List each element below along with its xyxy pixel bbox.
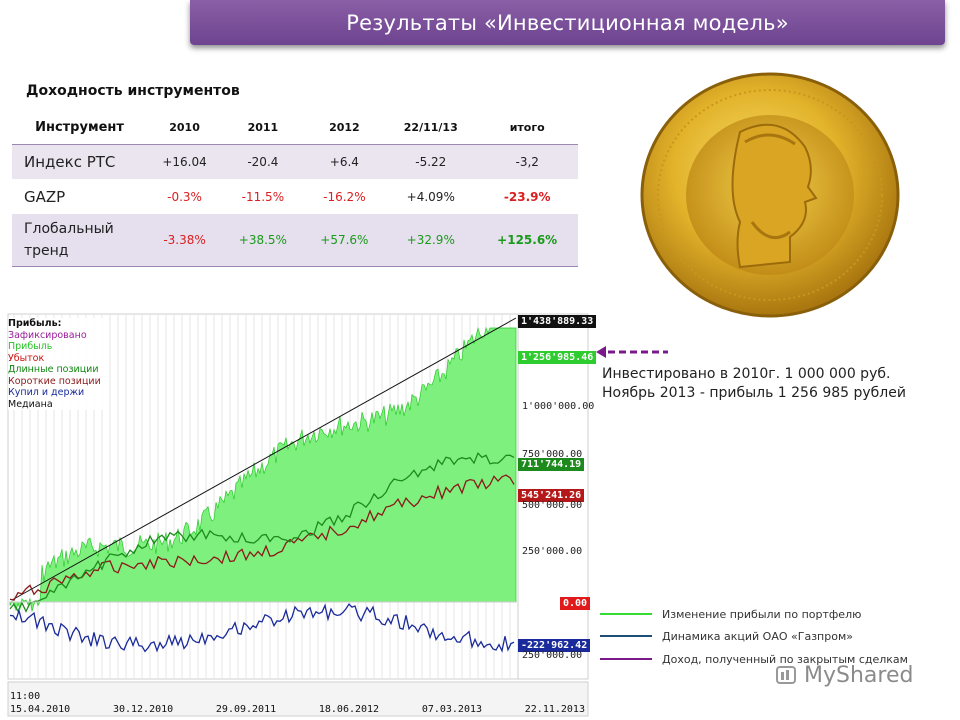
- short-positions-line: [9, 474, 515, 601]
- legend-item-short: Короткие позиции: [8, 375, 101, 387]
- price-tag-buyhold: -222'962.42: [518, 639, 591, 652]
- x-date: 30.12.2010: [112, 704, 174, 715]
- legend-header: Прибыль:: [8, 318, 62, 329]
- axis-label: 250'000.00: [522, 650, 583, 661]
- x-date: 29.09.2011: [215, 704, 277, 715]
- table-cell: -3,2: [515, 154, 539, 169]
- legend-item-loss: Убыток: [8, 352, 45, 364]
- x-date: 22.11.2013: [524, 704, 585, 715]
- legend-line: [600, 613, 652, 615]
- legend-line: [600, 658, 652, 660]
- column-header: 2010: [147, 111, 223, 145]
- table-cell: +125.6%: [476, 214, 578, 267]
- table-cell: +57.6%: [303, 214, 386, 267]
- column-header: Инструмент: [12, 111, 147, 145]
- table-header-row: Инструмент 2010 2011 2012 22/11/13 итого: [12, 111, 578, 145]
- legend-item-profit: Прибыль: [8, 341, 53, 352]
- legend-item-buyhold: Купил и держи: [8, 387, 85, 398]
- axis-label: 500'000.00: [522, 500, 583, 511]
- x-date: 07.03.2013: [421, 704, 483, 715]
- column-header: итого: [476, 111, 578, 145]
- x-date: 18.06.2012: [318, 704, 380, 715]
- legend-item-fixed: Зафиксировано: [8, 329, 87, 341]
- table-cell: -11.5%: [241, 189, 285, 204]
- table-title: Доходность инструментов: [26, 83, 240, 99]
- table-cell: +32.9%: [385, 214, 477, 267]
- median-line: [11, 317, 517, 601]
- table-row: Индекс РТС +16.04 -20.4 +6.4 -5.22 -3,2: [12, 144, 578, 179]
- axis-label: 750'000.00: [522, 449, 583, 460]
- axis-label: 1'000'000.00: [522, 401, 595, 412]
- gold-coin-image: [640, 72, 900, 318]
- profit-area: [9, 326, 517, 612]
- instrument-name: Индекс РТС: [24, 152, 116, 171]
- returns-table: Инструмент 2010 2011 2012 22/11/13 итого…: [12, 111, 578, 267]
- table-cell: +38.5%: [222, 214, 304, 267]
- instrument-name: GAZP: [24, 187, 66, 206]
- instrument-name: Глобальный тренд: [12, 214, 147, 267]
- x-axis-dates: 15.04.2010 30.12.2010 29.09.2011 18.06.2…: [10, 704, 585, 715]
- price-tag-short: 545'241.26: [518, 489, 585, 502]
- table-cell: -16.2%: [323, 189, 366, 204]
- column-header: 2012: [303, 111, 386, 145]
- legend-portfolio: Изменение прибыли по портфелю: [600, 607, 861, 621]
- price-tag-realized: 1'256'985.46: [518, 351, 597, 364]
- legend-closed-trades: Доход, полученный по закрытым сделкам: [600, 652, 908, 666]
- legend-label: Доход, полученный по закрытым сделкам: [662, 652, 908, 666]
- price-tag-top: 1'438'889.33: [518, 315, 597, 328]
- price-tag-zero: 0.00: [560, 597, 591, 610]
- table-cell: +6.4: [329, 154, 359, 169]
- left-arrow-icon: [596, 346, 668, 358]
- table-cell: +16.04: [162, 154, 207, 169]
- table-cell: -5.22: [415, 154, 447, 169]
- x-axis-time: 11:00: [10, 691, 41, 702]
- chart-legend: Прибыль: Зафиксировано Прибыль Убыток Дл…: [8, 318, 108, 410]
- column-header: 2011: [222, 111, 304, 145]
- note-line: Инвестировано в 2010г. 1 000 000 руб.: [602, 366, 891, 382]
- column-header: 22/11/13: [385, 111, 477, 145]
- price-tag-long: 711'744.19: [518, 458, 585, 471]
- table-cell: -20.4: [247, 154, 279, 169]
- watermark: MyShared: [774, 660, 924, 690]
- legend-item-median: Медиана: [8, 398, 53, 410]
- watermark-text: MyShared: [804, 662, 914, 688]
- legend-gazprom: Динамика акций ОАО «Газпром»: [600, 629, 853, 643]
- table-cell: -23.9%: [503, 189, 551, 204]
- note-line: Ноябрь 2013 - прибыль 1 256 985 рублей: [602, 385, 906, 401]
- long-positions-line: [9, 451, 515, 613]
- buy-and-hold-line: [9, 603, 515, 653]
- table-row: Глобальный тренд -3.38% +38.5% +57.6% +3…: [12, 214, 578, 267]
- legend-line: [600, 635, 652, 637]
- legend-label: Изменение прибыли по портфелю: [662, 607, 862, 621]
- page-title: Результаты «Инвестиционная модель»: [346, 10, 789, 35]
- table-row: GAZP -0.3% -11.5% -16.2% +4.09% -23.9%: [12, 179, 578, 214]
- investment-note: Инвестировано в 2010г. 1 000 000 руб. Но…: [602, 365, 906, 403]
- table-cell: -0.3%: [167, 189, 202, 204]
- axis-label: 250'000.00: [522, 546, 583, 557]
- header-banner: Результаты «Инвестиционная модель»: [190, 0, 945, 45]
- watermark-icon: [776, 666, 796, 684]
- table-cell: +4.09%: [406, 189, 455, 204]
- legend-item-long: Длинные позиции: [8, 364, 99, 375]
- table-cell: -3.38%: [147, 214, 223, 267]
- legend-label: Динамика акций ОАО «Газпром»: [662, 629, 853, 643]
- x-date: 15.04.2010: [10, 704, 71, 715]
